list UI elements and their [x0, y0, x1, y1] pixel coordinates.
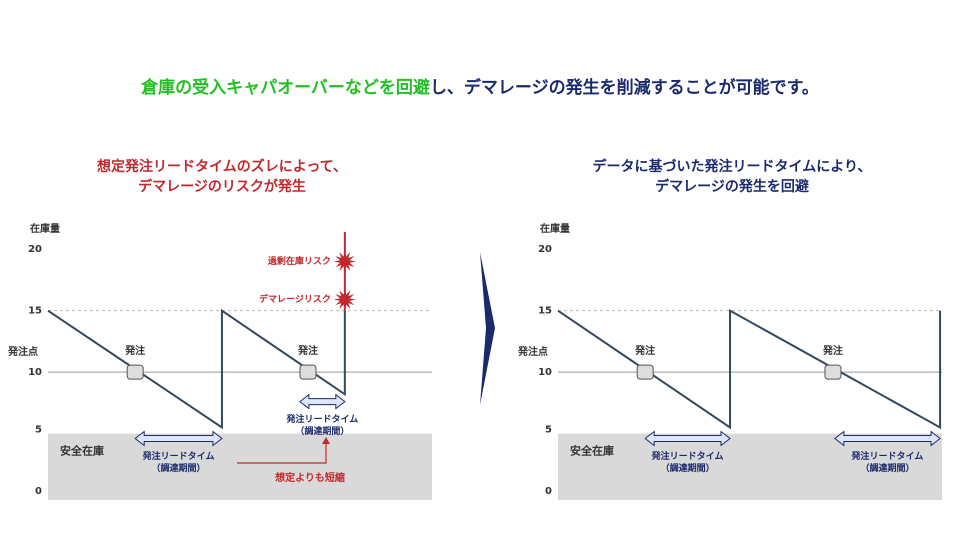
headline-rest: し、デマレージの発生を削減することが可能です。: [430, 77, 819, 98]
chart-title: 想定発注リードタイムのズレによって、: [96, 158, 347, 175]
chart-title: データに基づいた発注リードタイムにより、: [593, 158, 872, 175]
safety-stock-area: [48, 433, 432, 500]
callout-text: 想定よりも短縮: [274, 471, 345, 484]
y-axis-label: 在庫量: [540, 222, 570, 235]
series-line: [557, 308, 942, 430]
y-tick-label: 20: [538, 244, 552, 255]
lead-time-label: 発注リードタイム: [651, 450, 724, 462]
series-line: [47, 308, 346, 430]
headline-highlight: 倉庫の受入キャパオーバーなどを回避: [140, 77, 430, 98]
threshold-label: 発注点: [517, 345, 548, 358]
lead-time-label: （調達期間）: [860, 462, 914, 474]
order-marker: [126, 364, 144, 380]
headline: 倉庫の受入キャパオーバーなどを回避し、デマレージの発生を削減することが可能です。: [140, 77, 819, 98]
callout-arrowhead: [322, 437, 330, 444]
order-label: 発注: [634, 344, 655, 357]
y-axis-label: 在庫量: [30, 222, 60, 235]
y-tick-label: 10: [28, 367, 42, 378]
lead-time-arrow: [299, 393, 346, 410]
lead-time-label: （調達期間）: [152, 462, 206, 474]
y-tick-label: 15: [28, 306, 42, 317]
y-tick-label: 0: [35, 486, 42, 497]
threshold-label: 発注点: [7, 345, 38, 358]
order-marker: [636, 364, 654, 380]
lead-time-label: 発注リードタイム: [142, 450, 215, 462]
lead-time-label: 発注リードタイム: [285, 413, 358, 425]
risk-burst: [333, 288, 356, 311]
order-label: 発注: [297, 344, 318, 357]
order-marker: [824, 364, 842, 380]
order-label: 発注: [822, 344, 843, 357]
order-label: 発注: [124, 344, 145, 357]
order-marker: [299, 364, 317, 380]
lead-time-label: （調達期間）: [661, 462, 715, 474]
safety-stock-label: 安全在庫: [60, 444, 104, 458]
y-tick-label: 15: [538, 306, 552, 317]
y-tick-label: 10: [538, 367, 552, 378]
lead-time-arrow: [834, 430, 941, 447]
callout: 想定よりも短縮: [237, 437, 345, 484]
lead-time-arrow: [134, 430, 223, 447]
y-tick-label: 5: [35, 425, 42, 436]
y-tick-label: 5: [545, 425, 552, 436]
chevron-arrow: [480, 252, 495, 405]
y-tick-label: 20: [28, 244, 42, 255]
y-tick-label: 0: [545, 486, 552, 497]
safety-stock-area: [558, 433, 942, 500]
risk-label: 過剰在庫リスク: [267, 255, 331, 267]
lead-time-label: 発注リードタイム: [851, 450, 924, 462]
callout-line: [237, 442, 327, 464]
chart-title: デマレージの発生を回避: [655, 178, 809, 195]
lead-time-label: （調達期間）: [295, 425, 349, 437]
safety-stock-label: 安全在庫: [570, 444, 614, 458]
lead-time-arrow: [644, 430, 731, 447]
risk-label: デマレージリスク: [259, 293, 331, 305]
risk-burst: [333, 250, 356, 273]
chart-title: デマレージのリスクが発生: [138, 178, 306, 195]
